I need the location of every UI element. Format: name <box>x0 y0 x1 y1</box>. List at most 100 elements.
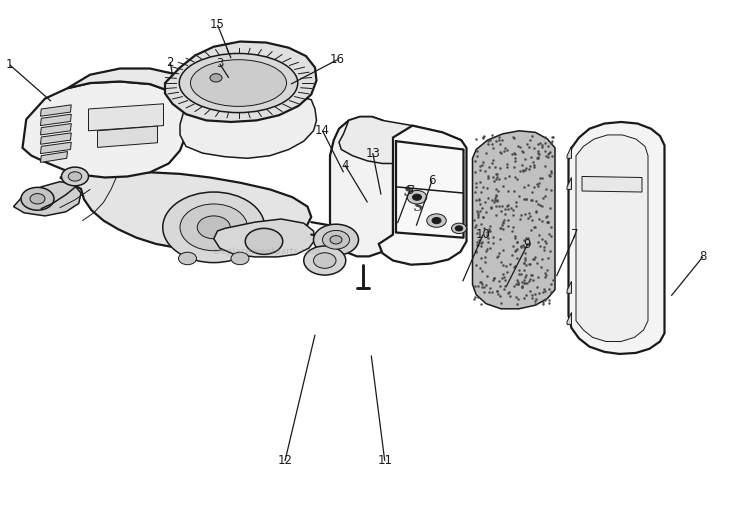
Point <box>493 202 505 210</box>
Polygon shape <box>40 133 71 144</box>
Point <box>488 239 500 247</box>
Text: 16: 16 <box>330 53 345 66</box>
Point <box>516 278 528 286</box>
Point <box>536 174 548 182</box>
Point <box>496 221 508 229</box>
Point <box>479 198 491 207</box>
Polygon shape <box>40 124 71 135</box>
Point <box>476 242 488 250</box>
Point <box>490 196 502 204</box>
Point <box>520 164 532 172</box>
Point <box>487 173 499 181</box>
Point <box>491 253 503 262</box>
Point <box>518 294 530 303</box>
Point <box>490 170 502 179</box>
Point <box>513 192 525 200</box>
Point <box>470 221 482 229</box>
Point <box>497 215 509 224</box>
Point <box>544 231 556 240</box>
Point <box>488 233 500 241</box>
Point <box>476 280 488 289</box>
Point <box>509 173 521 181</box>
Point <box>476 239 488 247</box>
Point <box>488 194 500 202</box>
Point <box>512 238 524 246</box>
Point <box>472 241 484 249</box>
Point <box>470 281 482 290</box>
Point <box>540 213 552 221</box>
Point <box>526 132 538 140</box>
Point <box>524 162 536 171</box>
Point <box>475 300 487 308</box>
Point <box>518 210 530 218</box>
Point <box>499 143 511 152</box>
Point <box>473 278 485 286</box>
Point <box>547 276 559 284</box>
Polygon shape <box>472 131 555 309</box>
Circle shape <box>197 216 230 239</box>
Point <box>523 277 535 285</box>
Point <box>469 216 481 224</box>
Point <box>498 273 510 281</box>
Point <box>488 274 500 282</box>
Point <box>474 264 486 272</box>
Point <box>472 236 484 244</box>
Point <box>545 132 557 141</box>
Point <box>509 150 521 158</box>
Point <box>509 262 521 270</box>
Point <box>482 194 494 202</box>
Point <box>536 141 548 149</box>
Polygon shape <box>22 81 186 177</box>
Point <box>520 270 532 279</box>
Point <box>542 149 554 158</box>
Point <box>511 276 523 284</box>
Point <box>481 148 493 157</box>
Point <box>546 152 558 160</box>
Point <box>512 280 524 289</box>
Point <box>532 182 544 190</box>
Point <box>472 292 484 301</box>
Point <box>524 286 536 295</box>
Circle shape <box>68 172 82 181</box>
Circle shape <box>210 74 222 82</box>
Point <box>512 141 524 149</box>
Point <box>528 183 540 191</box>
Point <box>539 272 551 281</box>
Point <box>506 227 518 235</box>
Point <box>474 178 486 186</box>
Point <box>508 263 520 271</box>
Point <box>490 175 502 183</box>
Point <box>544 186 556 194</box>
Point <box>481 184 493 192</box>
Point <box>509 157 521 165</box>
Point <box>536 194 548 202</box>
Point <box>541 266 553 274</box>
Point <box>516 147 528 155</box>
Point <box>495 258 507 266</box>
Point <box>470 179 482 187</box>
Text: 14: 14 <box>315 124 330 138</box>
Point <box>544 139 556 147</box>
Point <box>504 292 516 301</box>
Point <box>499 276 511 284</box>
Point <box>500 262 512 270</box>
Polygon shape <box>68 69 229 106</box>
Circle shape <box>180 204 248 251</box>
Polygon shape <box>567 312 572 324</box>
Point <box>536 255 548 264</box>
Point <box>503 288 515 296</box>
Polygon shape <box>330 117 393 256</box>
Circle shape <box>407 190 427 204</box>
Point <box>526 215 538 224</box>
Point <box>539 133 551 141</box>
Point <box>472 209 484 217</box>
Point <box>476 133 488 142</box>
Point <box>512 254 524 263</box>
Point <box>527 255 539 263</box>
Point <box>470 247 482 255</box>
Point <box>477 212 489 221</box>
Polygon shape <box>567 146 572 158</box>
Point <box>541 212 553 221</box>
Point <box>532 149 544 158</box>
Polygon shape <box>180 88 316 158</box>
